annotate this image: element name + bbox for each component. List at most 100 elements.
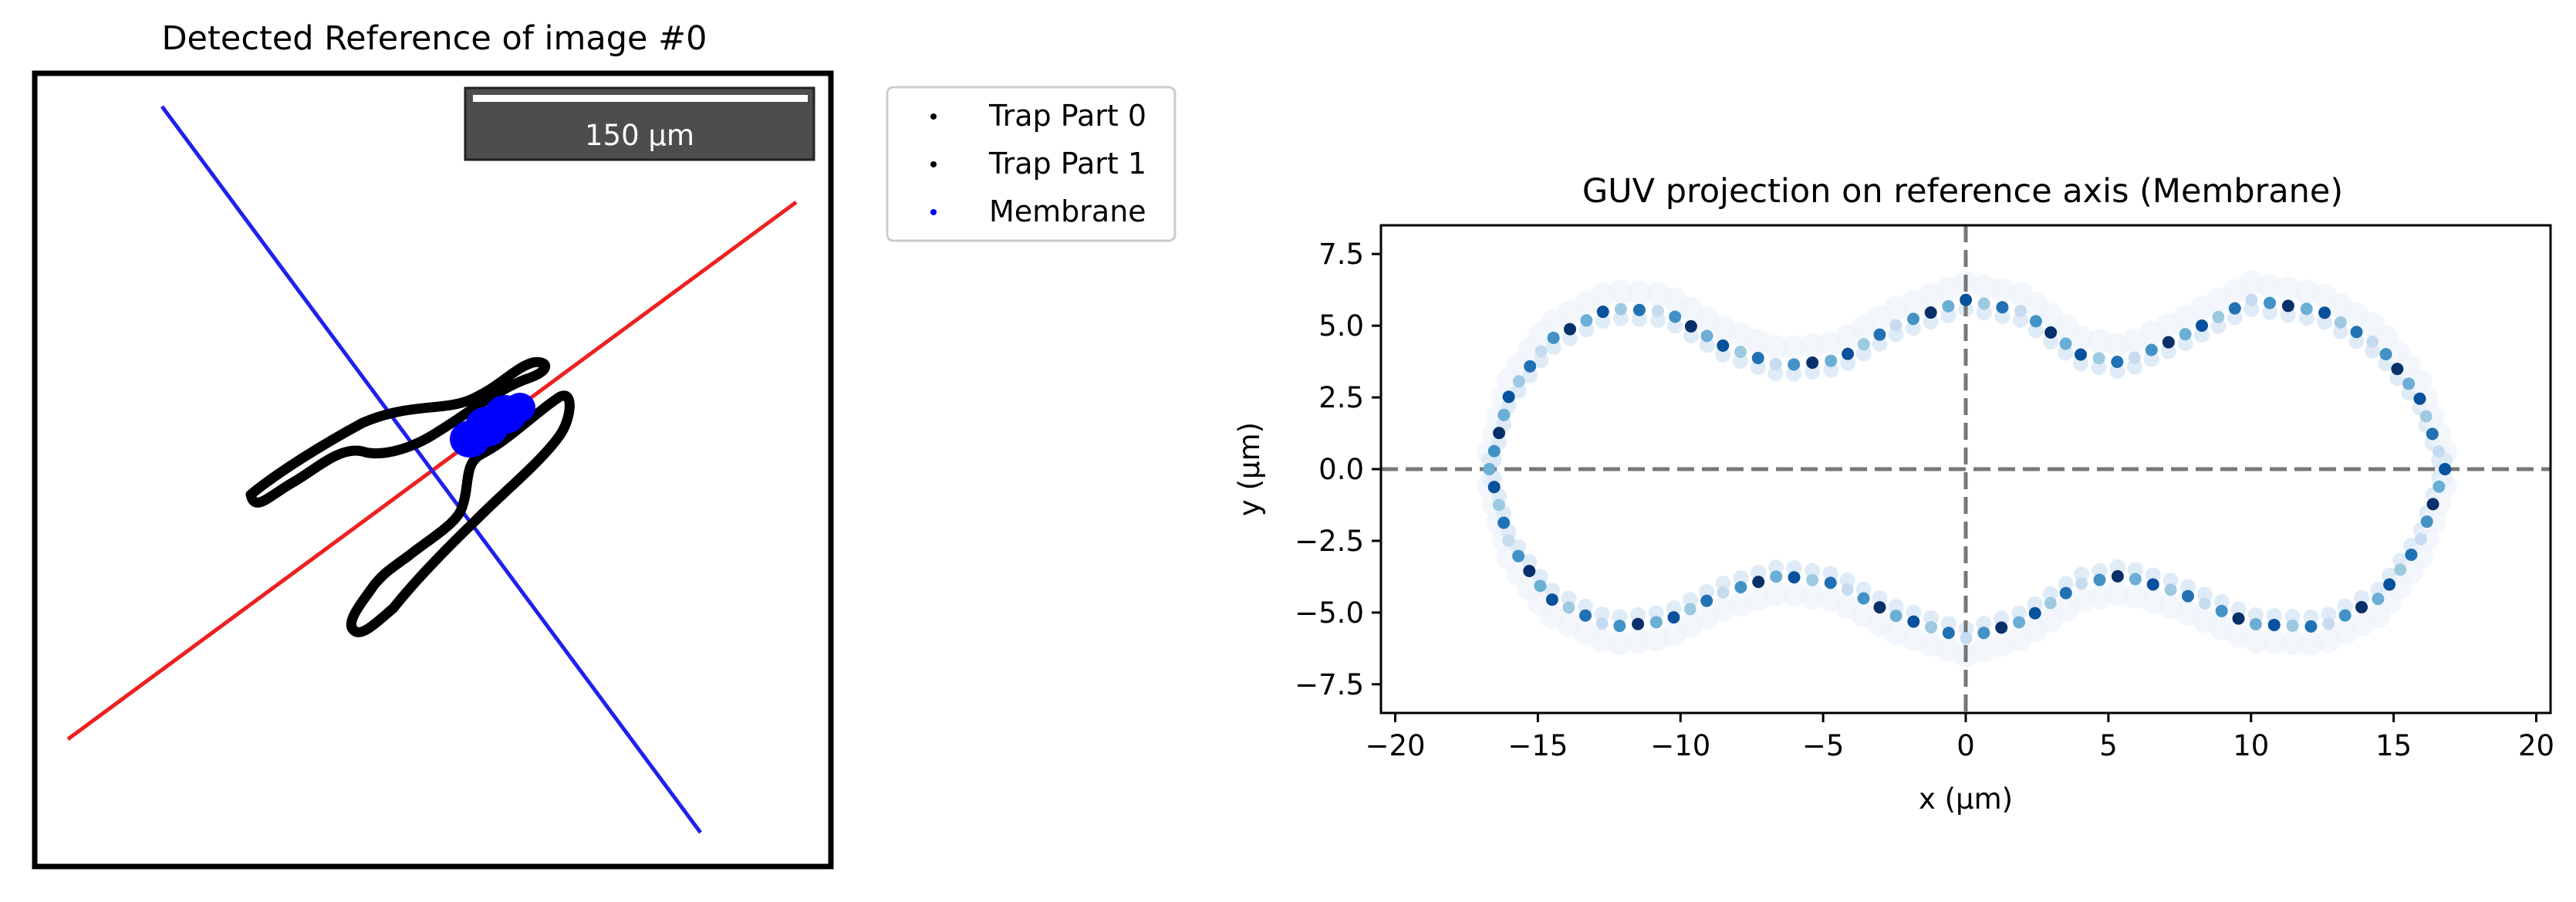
halo-point [2243,629,2268,654]
halo-point [1750,360,1766,376]
membrane-point [1873,601,1886,614]
membrane-point [1613,620,1626,633]
membrane-point [1734,345,1747,358]
membrane-point [2075,348,2088,361]
membrane-point [1806,573,1819,586]
halo-point [2284,608,2301,624]
membrane-point [2379,348,2392,361]
halo-point [1699,337,1715,353]
x-tick-label: 5 [2099,729,2118,762]
membrane-point [2420,515,2433,529]
halo-point [1682,592,1698,608]
membrane-lobe [505,393,535,422]
halo-point [1976,616,1992,632]
membrane-point [2013,616,2026,629]
y-tick-label: 7.5 [1318,238,1364,271]
membrane-point [2394,563,2407,576]
membrane-point [1960,293,1973,306]
halo-point [2280,630,2305,655]
membrane-point [1497,516,1511,529]
membrane-point [1841,583,1854,596]
halo-point [1767,366,1784,382]
right-panel: GUV projection on reference axis (Membra… [1233,172,2554,816]
halo-point [2073,356,2089,372]
membrane-point [1824,576,1837,590]
halo-point [2092,562,2108,579]
legend-entry-trap-part-1: Trap Part 1 [930,147,1146,181]
halo-point [2145,567,2161,583]
halo-point [2210,318,2227,334]
x-tick-label: −15 [1507,729,1568,762]
halo-point [2262,304,2278,320]
membrane-point [1487,444,1501,458]
membrane-point [2322,617,2335,630]
membrane-point [1632,303,1646,316]
halo-point [1781,582,1807,607]
membrane-point [1534,579,1547,593]
membrane-point [2196,319,2209,332]
left-axes-frame [32,70,834,870]
membrane-point [1752,576,1765,589]
membrane-point [2405,548,2418,561]
membrane-point [2181,590,2194,603]
halo-point [2239,270,2264,296]
membrane-point [2267,618,2281,631]
halo-point [2275,276,2301,302]
halo-point [2126,359,2142,375]
membrane-point [2128,351,2141,364]
halo-point [2043,333,2059,350]
membrane-point [1487,481,1501,494]
membrane-point [1857,592,1870,605]
membrane-point [2044,326,2058,339]
legend-entry-trap-part-0: Trap Part 0 [930,99,1146,133]
membrane-point [1769,358,1782,371]
halo-point [1906,604,1922,620]
membrane-point [1806,356,1819,369]
y-tick-label: 2.5 [1318,381,1364,414]
y-tick-label: −2.5 [1295,525,1364,558]
halo-point [1648,605,1664,621]
legend-frame [886,86,1177,242]
halo-point [1522,367,1538,383]
membrane-point [1564,323,1577,336]
halo-point [1733,570,1749,586]
membrane-point [2179,328,2192,341]
membrane-point [2215,604,2228,617]
membrane-point [2264,296,2277,309]
halo-point [2337,598,2353,614]
membrane-point [1751,352,1764,365]
membrane-point [2426,498,2439,511]
membrane-point [1493,427,1506,440]
membrane-point [1534,345,1548,358]
halo-point [2127,562,2143,578]
membrane-point [2093,573,2106,586]
membrane-point [2145,343,2158,356]
membrane-point [1596,306,1609,319]
halo-point [2074,566,2090,583]
x-axis: −20 −15 −10 −5 0 5 10 15 20 [1365,713,2554,762]
membrane-point [1545,593,1558,606]
membrane-point [1924,306,1937,319]
halo-point [1612,609,1628,625]
halo-point [1805,562,1821,579]
membrane-point [2198,597,2211,610]
membrane-point [1562,601,1575,614]
membrane-point [2162,336,2175,349]
y-tick-label: 0.0 [1318,453,1364,486]
halo-point [1577,598,1593,614]
membrane-point [1667,611,1680,624]
membrane-point [1684,319,1697,333]
halo-point [1630,606,1646,623]
membrane-point [2300,302,2313,316]
halo-point [1855,346,1872,362]
membrane-point [1734,581,1747,594]
halo-point [2230,601,2247,617]
membrane-point [2281,299,2294,312]
membrane-point [1595,617,1609,630]
membrane-point [1652,304,1665,317]
membrane-point [1483,463,1496,475]
membrane-point [2433,445,2446,458]
membrane-point [2413,392,2426,405]
membrane-point [1700,329,1713,343]
